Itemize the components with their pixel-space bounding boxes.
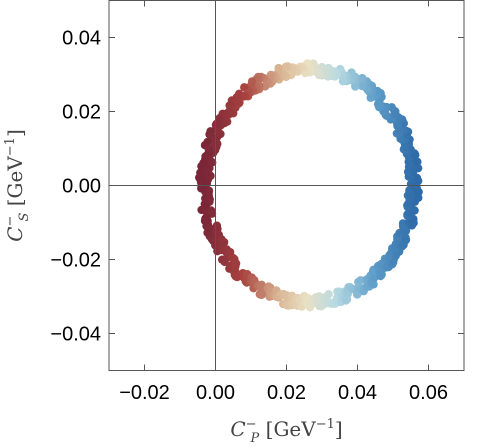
x-tick-label: 0.06 [409, 382, 448, 404]
y-tick-label: 0.04 [62, 28, 101, 50]
ring-points [195, 59, 423, 312]
y-tick-label: 0.00 [62, 176, 101, 198]
y-tick-label: 0.02 [62, 102, 101, 124]
x-axis-label: C− P [GeV−1] [230, 417, 342, 446]
x-tick-label: −0.02 [119, 382, 170, 404]
data-point [356, 276, 365, 285]
data-point [412, 182, 421, 191]
x-axis: −0.02 0.00 0.02 0.04 0.06 [119, 0, 448, 404]
data-point [281, 63, 290, 72]
y-axis-label: C−S [GeV−1] [3, 129, 32, 242]
data-point [197, 162, 206, 171]
data-point [220, 257, 229, 267]
y-tick-label: −0.04 [50, 324, 101, 346]
x-tick-label: 0.02 [267, 382, 306, 404]
data-point [258, 289, 267, 299]
data-point [324, 290, 333, 299]
y-tick-label: −0.02 [50, 250, 101, 272]
y-axis: −0.04 −0.02 0.00 0.02 0.04 [50, 28, 464, 346]
data-point [240, 83, 249, 92]
x-tick-label: 0.00 [196, 382, 235, 404]
x-tick-label: 0.04 [338, 382, 377, 404]
